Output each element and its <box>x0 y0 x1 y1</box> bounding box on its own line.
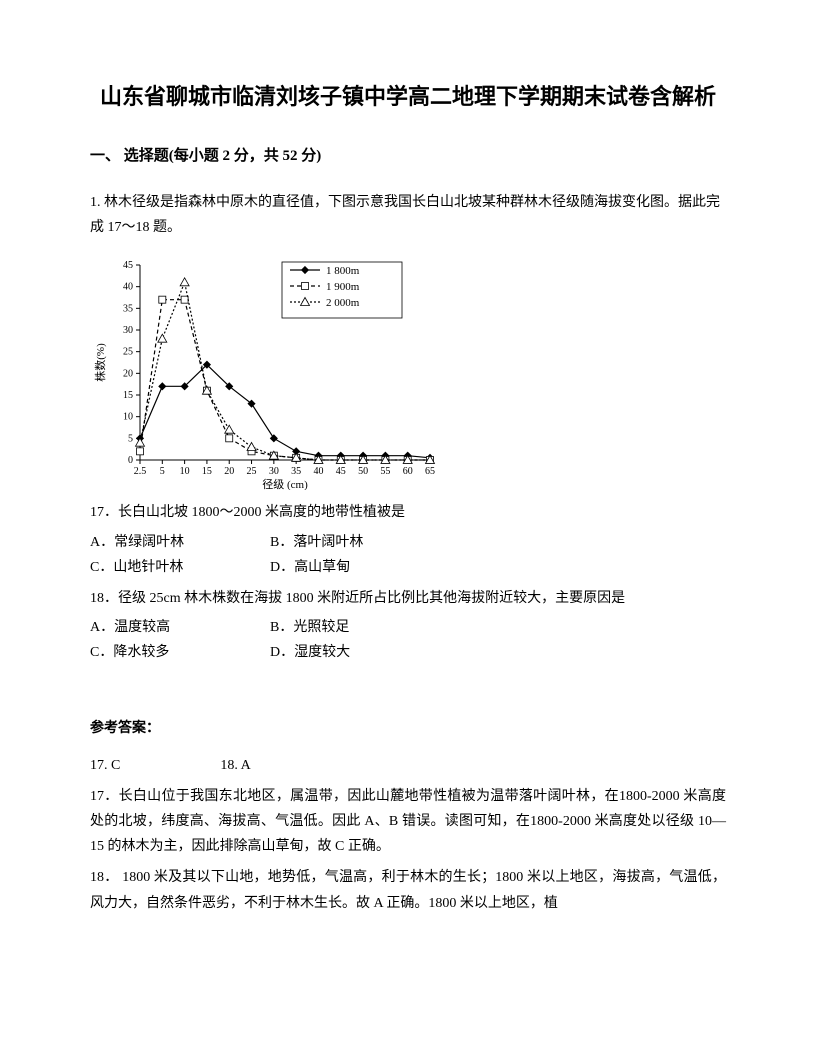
svg-text:45: 45 <box>123 260 133 271</box>
svg-text:30: 30 <box>123 325 133 336</box>
section-header: 一、 选择题(每小题 2 分，共 52 分) <box>90 143 726 170</box>
svg-text:1 900m: 1 900m <box>326 281 360 293</box>
svg-text:25: 25 <box>247 466 257 477</box>
page-title: 山东省聊城市临清刘垓子镇中学高二地理下学期期末试卷含解析 <box>90 80 726 113</box>
svg-text:15: 15 <box>202 466 212 477</box>
svg-text:0: 0 <box>128 455 133 466</box>
answer-18: 18. A <box>220 753 250 778</box>
q18-opt-b: B．光照较足 <box>270 615 450 640</box>
svg-text:20: 20 <box>224 466 234 477</box>
q17-opt-b: B．落叶阔叶林 <box>270 530 450 555</box>
svg-text:株数(%): 株数(%) <box>93 343 107 382</box>
q17-opt-c: C．山地针叶林 <box>90 555 270 580</box>
q18-opt-c: C．降水较多 <box>90 640 270 665</box>
svg-text:20: 20 <box>123 369 133 380</box>
svg-text:25: 25 <box>123 347 133 358</box>
svg-text:径级 (cm): 径级 (cm) <box>262 478 308 490</box>
svg-text:10: 10 <box>180 466 190 477</box>
q18-stem: 18．径级 25cm 林木株数在海拔 1800 米附近所占比例比其他海拔附近较大… <box>90 586 726 611</box>
svg-text:45: 45 <box>336 466 346 477</box>
svg-text:40: 40 <box>313 466 323 477</box>
answer-17: 17. C <box>90 753 120 778</box>
chart-container: 0 5 10 15 20 25 30 35 40 45 2.5 5 10 15 20 25 30 35 40 45 50… <box>90 250 726 490</box>
svg-text:2.5: 2.5 <box>134 466 147 477</box>
svg-text:15: 15 <box>123 390 133 401</box>
svg-text:40: 40 <box>123 282 133 293</box>
svg-text:5: 5 <box>160 466 165 477</box>
svg-text:55: 55 <box>380 466 390 477</box>
svg-text:65: 65 <box>425 466 435 477</box>
q18-opt-a: A．温度较高 <box>90 615 270 640</box>
svg-text:30: 30 <box>269 466 279 477</box>
svg-text:2 000m: 2 000m <box>326 297 360 309</box>
question-intro: 1. 林木径级是指森林中原木的直径值，下图示意我国长白山北坡某种群林木径级随海拔… <box>90 190 726 240</box>
svg-text:50: 50 <box>358 466 368 477</box>
svg-text:60: 60 <box>403 466 413 477</box>
svg-text:35: 35 <box>123 304 133 315</box>
q17-opt-a: A．常绿阔叶林 <box>90 530 270 555</box>
q17-opt-d: D．高山草甸 <box>270 555 450 580</box>
explanation-18: 18． 1800 米及其以下山地，地势低，气温高，利于林木的生长；1800 米以… <box>90 865 726 915</box>
svg-text:5: 5 <box>128 434 133 445</box>
svg-text:35: 35 <box>291 466 301 477</box>
line-chart: 0 5 10 15 20 25 30 35 40 45 2.5 5 10 15 20 25 30 35 40 45 50… <box>90 250 450 490</box>
explanation-17: 17．长白山位于我国东北地区，属温带，因此山麓地带性植被为温带落叶阔叶林，在18… <box>90 784 726 860</box>
svg-text:1 800m: 1 800m <box>326 265 360 277</box>
q17-stem: 17．长白山北坡 1800～2000 米高度的地带性植被是 <box>90 500 726 525</box>
answer-label: 参考答案： <box>90 716 726 741</box>
q18-opt-d: D．湿度较大 <box>270 640 450 665</box>
svg-text:10: 10 <box>123 412 133 423</box>
